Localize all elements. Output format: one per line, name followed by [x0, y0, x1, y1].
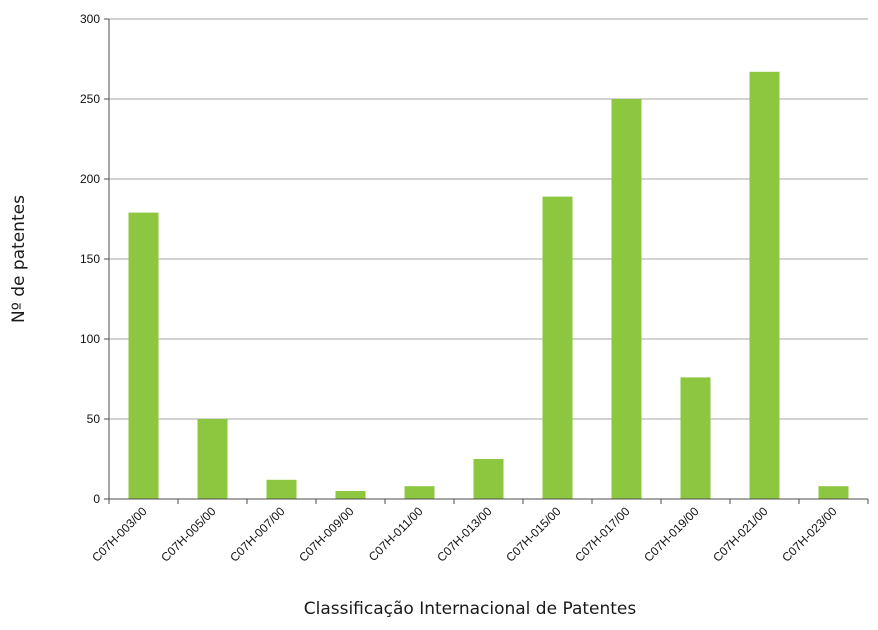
x-axis-title: Classificação Internacional de Patentes [304, 599, 637, 619]
bars [128, 71, 849, 500]
y-tick-label: 150 [80, 252, 100, 266]
bar [749, 71, 780, 500]
x-tick-label: C07H-017/00 [572, 504, 633, 565]
x-tick-label: C07H-013/00 [434, 504, 495, 565]
bar [266, 479, 297, 499]
gridlines [109, 18, 868, 420]
x-tick-label: C07H-023/00 [779, 504, 840, 565]
bar [404, 486, 435, 499]
y-tick-label: 0 [93, 492, 100, 506]
y-tick-label: 50 [87, 412, 101, 426]
y-tick-label: 300 [80, 12, 100, 26]
y-tick-label: 100 [80, 332, 100, 346]
x-tick-label: C07H-019/00 [641, 504, 702, 565]
bar [197, 419, 228, 499]
x-tick-label: C07H-015/00 [503, 504, 564, 565]
x-tick-label: C07H-011/00 [366, 504, 426, 564]
bar [680, 377, 711, 499]
y-tick-label: 250 [80, 92, 100, 106]
bar [542, 196, 573, 499]
bar [818, 486, 849, 499]
y-tick-label: 200 [80, 172, 100, 186]
y-axis-title: Nº de patentes [9, 195, 29, 323]
x-tick-label: C07H-003/00 [89, 504, 150, 565]
x-tick-label: C07H-007/00 [227, 504, 288, 565]
x-tick-label: C07H-021/00 [710, 504, 771, 565]
bar [611, 99, 642, 499]
x-tick-labels: C07H-003/00 C07H-005/00 C07H-007/00 C07H-00… [89, 499, 869, 565]
bar [473, 459, 504, 499]
y-tick-labels: 0 50 100 150 200 250 300 [80, 12, 109, 506]
bar [128, 212, 159, 499]
x-tick-label: C07H-009/00 [296, 504, 357, 565]
bar [335, 491, 366, 499]
x-tick-label: C07H-005/00 [158, 504, 219, 565]
